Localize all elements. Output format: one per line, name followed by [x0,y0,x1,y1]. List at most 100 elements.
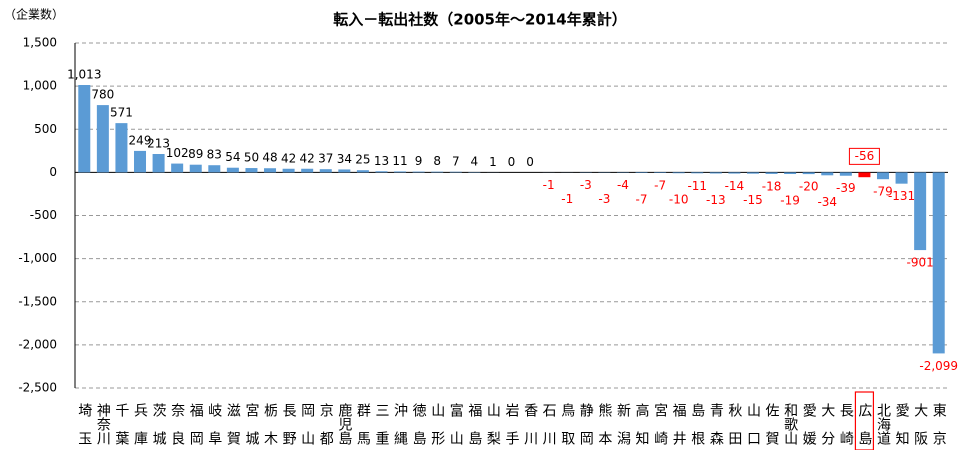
value-label: 89 [188,147,203,161]
x-tick-label: 鹿児島 [336,402,352,445]
value-label: 8 [433,154,441,168]
value-label: -7 [636,192,648,206]
value-label: 249 [129,133,152,147]
x-tick-label: 鳥取 [559,403,575,450]
bar [672,172,685,174]
x-tick-label: 新潟 [615,403,631,450]
x-tick-label: 静岡 [578,403,594,450]
bar [171,163,184,173]
bar [319,169,332,173]
value-label: -11 [687,179,707,193]
bar [895,172,908,184]
value-label: 1,013 [67,68,101,82]
value-label: 50 [244,151,259,165]
bar [876,172,889,180]
x-tick-label: 長野 [281,403,297,450]
x-tick-label: 青森 [708,403,724,450]
y-tick-label: -2,500 [18,381,57,395]
x-tick-label: 滋賀 [225,403,241,450]
x-tick-label: 高知 [634,402,650,450]
bar [208,165,221,173]
x-tick-label: 大分 [819,403,835,450]
y-tick-label: 0 [49,165,57,179]
bar [356,170,369,173]
bar [394,171,407,173]
x-tick-label: 三重 [373,403,389,450]
value-label: 102 [166,146,189,160]
value-label: -19 [780,194,800,208]
chart-title: 転入－転出社数（2005年～2014年累計） [333,11,627,29]
value-label: -4 [617,178,629,192]
x-tick-label: 東京 [931,403,947,450]
value-label: -3 [598,192,610,206]
value-label: 4 [471,155,479,169]
y-tick-label: -1,000 [18,251,57,265]
value-label: 11 [392,154,407,168]
value-label: 25 [355,153,370,167]
bar [245,168,258,173]
value-label: 1 [489,155,497,169]
x-tick-label: 富山 [448,402,464,450]
value-label-box [848,147,880,165]
bar [115,123,128,173]
bar [802,172,815,175]
x-tick-label: 福井 [671,403,687,450]
x-tick-label: 愛知 [894,403,910,450]
value-label: 9 [415,154,423,168]
value-label: 571 [110,106,133,120]
x-tick-label: 栃木 [262,403,278,450]
x-tick-label: 愛媛 [801,403,817,450]
value-label: -7 [654,178,666,192]
x-tick-label: 山梨 [485,403,501,450]
y-tick-label: -2,000 [18,337,57,351]
y-tick-label: 1,000 [23,79,57,93]
x-tick-label: 石川 [541,403,557,450]
value-label: -901 [907,256,934,270]
value-label: -20 [799,180,819,194]
bar [728,172,741,174]
bar [431,171,444,173]
x-tick-label: 秋田 [726,403,742,450]
x-tick-label: 山形 [429,403,445,450]
bar [152,154,165,173]
value-label: -2,099 [919,359,958,373]
value-label: 0 [526,155,534,169]
value-label: -3 [580,178,592,192]
x-tick-label: 茨城 [151,403,167,450]
y-tick-label: -1,500 [18,294,57,308]
value-label: 48 [262,151,277,165]
bar [375,171,388,173]
x-tick-label: 北海道 [875,403,891,446]
x-tick-label: 宮城 [243,403,259,450]
bar [635,172,648,173]
x-tick-label: 島根 [689,403,705,450]
bar [654,172,667,173]
value-label: -1 [543,178,555,192]
value-label: 42 [281,151,296,165]
bar [282,168,295,173]
bar [264,168,277,173]
bar [821,172,834,176]
x-tick-label: 奈良 [169,403,185,450]
x-tick-label: 岩手 [504,403,520,450]
bar [189,164,202,173]
x-tick-label: 広島 [856,403,872,450]
value-label: -1 [561,192,573,206]
x-tick-label: 山口 [745,403,761,450]
value-label: 0 [508,155,516,169]
x-tick-label: 熊本 [596,403,612,450]
bar [691,172,704,174]
bar [78,85,91,173]
value-label: -34 [817,195,837,209]
bar [839,172,852,176]
x-tick-label: 沖縄 [392,403,408,450]
value-label: 37 [318,152,333,166]
value-label: -56 [855,149,875,163]
value-label: -14 [725,179,745,193]
bar [449,171,462,173]
y-tick-label: 500 [34,122,57,136]
bar [746,172,759,174]
x-tick-label: 兵庫 [132,403,148,450]
x-tick-label: 福島 [466,403,482,450]
